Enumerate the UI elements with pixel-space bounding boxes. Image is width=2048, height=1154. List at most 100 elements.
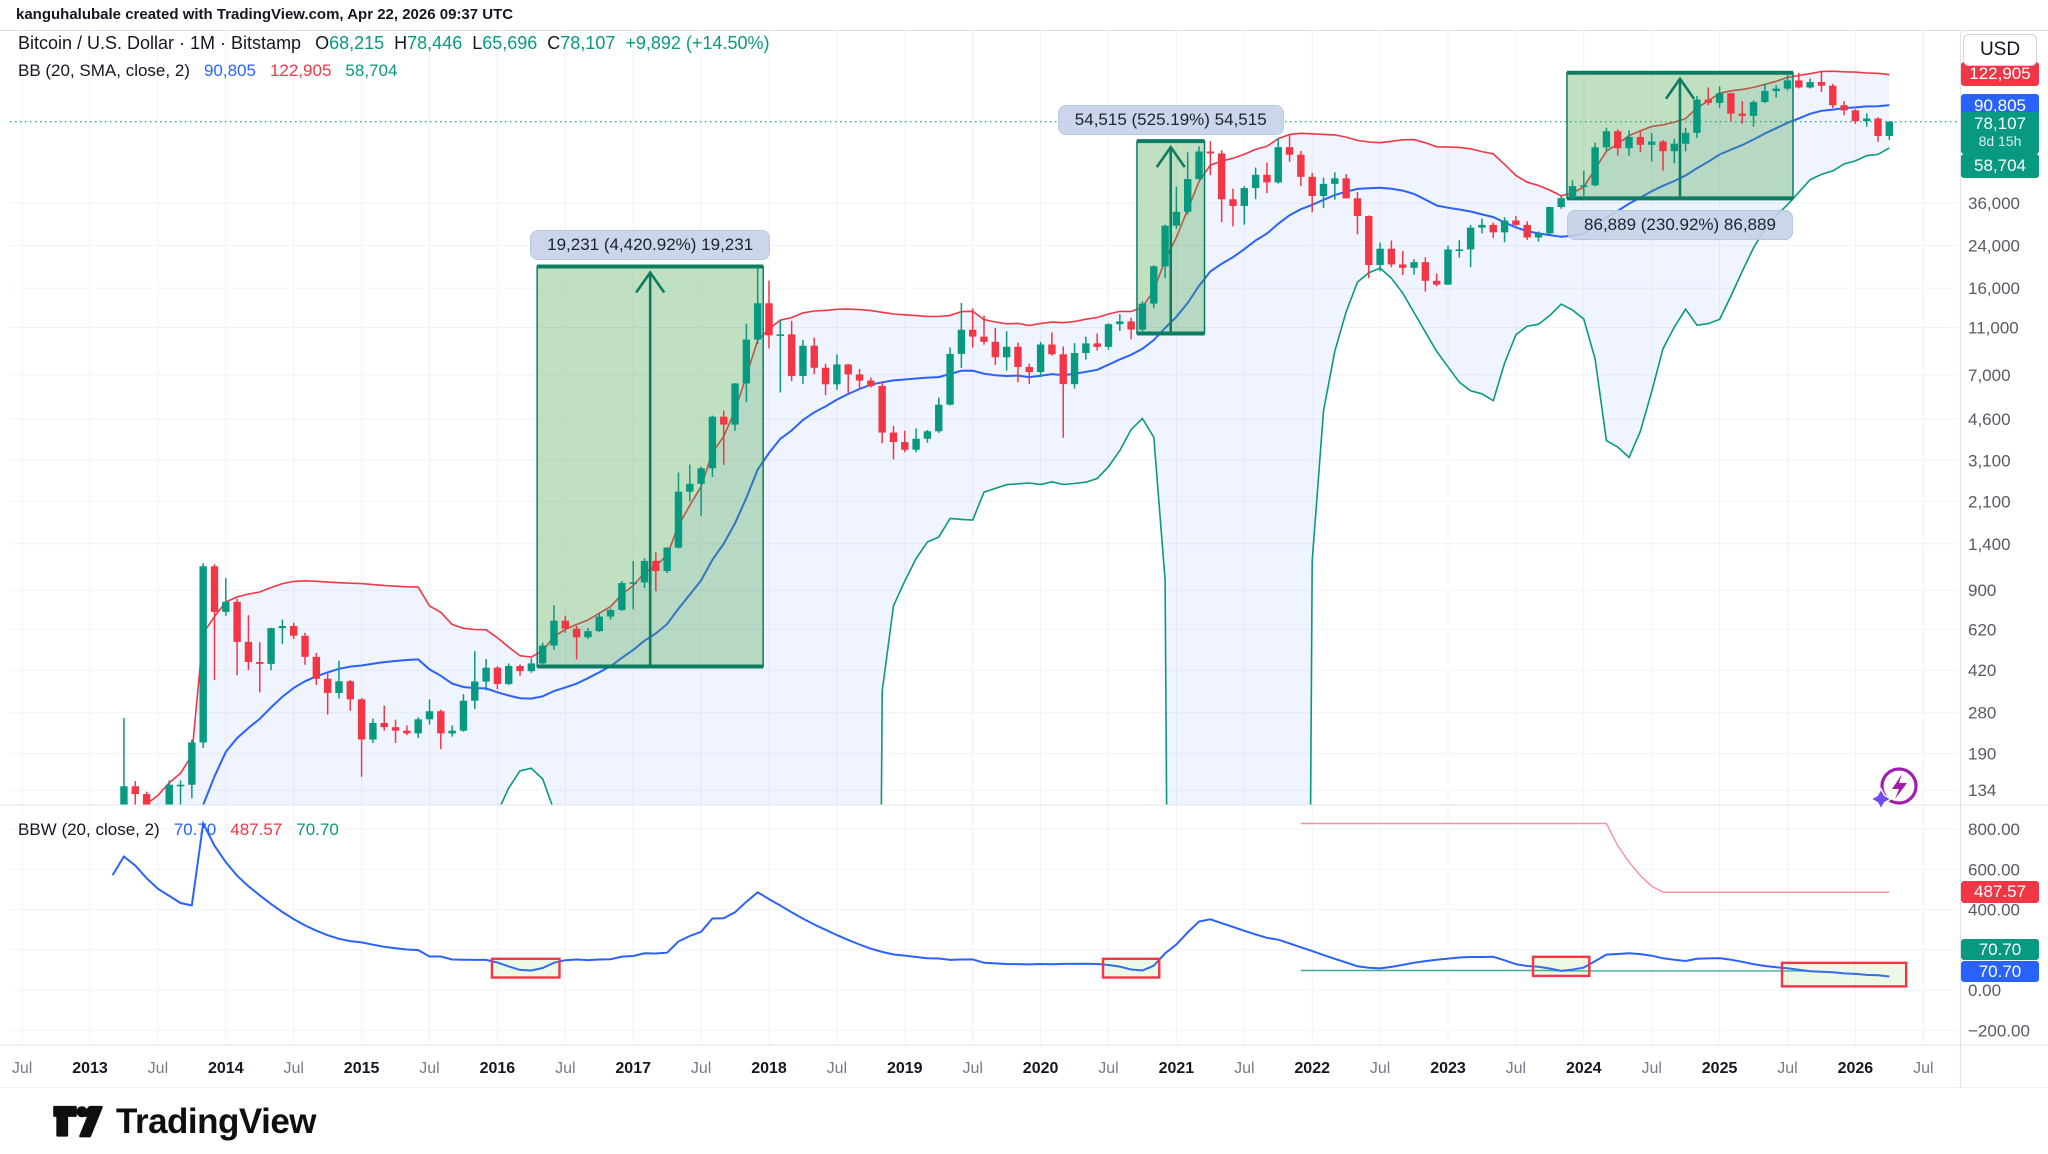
price-range-label[interactable]: 54,515 (525.19%) 54,515 (1057, 105, 1284, 136)
bbw-tick: −200.00 (1968, 1021, 2030, 1040)
grid (10, 31, 1958, 1044)
bb-legend-title[interactable]: BB (20, SMA, close, 2) (18, 61, 190, 80)
price-tick: 24,000 (1968, 237, 2020, 256)
price-scale[interactable]: USD 122,905 90,805 78,107 8d 15h 58,704 … (1961, 0, 2045, 1088)
price-range-box[interactable] (536, 264, 764, 669)
time-tick: Jul (962, 1060, 982, 1077)
price-range-box[interactable] (1136, 139, 1206, 336)
price-pane[interactable] (10, 70, 1958, 1088)
bbw-expansion-chip: 487.57 (1961, 881, 2039, 903)
price-range-box[interactable] (1566, 70, 1794, 201)
symbol-legend[interactable]: Bitcoin / U.S. Dollar · 1M · Bitstamp O6… (18, 33, 769, 54)
time-tick: 2022 (1294, 1060, 1330, 1077)
price-tick: 7,000 (1968, 366, 2011, 385)
bbw-contraction-chip: 70.70 (1961, 939, 2039, 960)
bb-lower-value: 58,704 (345, 61, 398, 80)
time-tick: Jul (419, 1060, 439, 1077)
time-tick: 2015 (344, 1060, 380, 1077)
footer: TradingView (0, 1089, 2048, 1154)
bbw-pane[interactable] (111, 820, 1908, 988)
bbw-value: 70.70 (173, 820, 217, 839)
bbw-legend-title[interactable]: BBW (20, close, 2) (18, 820, 160, 839)
open-value: O68,215 (315, 33, 385, 53)
bbw-expansion-line (1300, 822, 1890, 893)
snapshot-attribution: kanguhalubale created with TradingView.c… (16, 6, 514, 23)
bbw-contraction-line (1300, 969, 1890, 978)
bb-upper-value: 122,905 (269, 61, 332, 80)
price-tick: 1,400 (1968, 535, 2011, 554)
bb-lower-price-chip: 58,704 (1961, 154, 2039, 178)
symbol-title[interactable]: Bitcoin / U.S. Dollar · 1M · Bitstamp (18, 33, 302, 53)
time-tick: 2025 (1702, 1060, 1738, 1077)
time-tick: Jul (148, 1060, 168, 1077)
time-tick: Jul (1370, 1060, 1390, 1077)
price-tick: 11,000 (1968, 318, 2019, 337)
time-tick: 2024 (1566, 1060, 1602, 1077)
axis-labels: 36,000 24,000 16,000 11,000 7,000 4,600 3,100 2… (12, 194, 2030, 1077)
price-range-label[interactable]: 86,889 (230.92%) 86,889 (1567, 210, 1793, 241)
bbw-tick: 600.00 (1968, 860, 2020, 879)
price-tick: 190 (1968, 744, 1996, 763)
time-tick: 2014 (208, 1060, 244, 1077)
bbw-squeeze-box[interactable] (1531, 955, 1591, 978)
price-tick: 4,600 (1968, 410, 2011, 429)
time-tick: Jul (555, 1060, 575, 1077)
time-tick: 2020 (1023, 1060, 1059, 1077)
time-tick: Jul (1506, 1060, 1526, 1077)
time-tick: Jul (691, 1060, 711, 1077)
tradingview-brand[interactable]: TradingView (116, 1101, 317, 1141)
bbw-squeeze-box[interactable] (1780, 961, 1908, 988)
price-tick: 3,100 (1968, 451, 2011, 470)
time-tick: 2023 (1430, 1060, 1466, 1077)
bbw-legend[interactable]: BBW (20, close, 2) 70.70 487.57 70.70 (18, 820, 339, 840)
bbw-tick: 400.00 (1968, 901, 2020, 920)
last-price-chip: 78,107 8d 15h (1961, 112, 2039, 154)
bb-upper-price-chip: 122,905 (1961, 62, 2039, 86)
price-tick: 36,000 (1968, 194, 2020, 213)
price-tick: 620 (1968, 620, 1996, 639)
price-tick: 134 (1968, 781, 1996, 800)
time-tick: 2026 (1838, 1060, 1874, 1077)
currency-button[interactable]: USD (1963, 34, 2037, 66)
bb-band-fill (145, 71, 1890, 805)
tradingview-logo-icon[interactable] (52, 1102, 104, 1142)
time-tick: 2019 (887, 1060, 923, 1077)
bar-countdown: 8d 15h (1978, 133, 2022, 149)
time-tick: 2017 (615, 1060, 651, 1077)
time-tick: Jul (1913, 1060, 1933, 1077)
bbw-squeeze-box[interactable] (1101, 957, 1161, 979)
bbw-value-chip: 70.70 (1961, 961, 2039, 982)
time-tick: 2018 (751, 1060, 787, 1077)
bbw-squeeze-box[interactable] (490, 957, 561, 979)
high-value: H78,446 (394, 33, 463, 53)
time-tick: Jul (1098, 1060, 1118, 1077)
time-tick: Jul (1234, 1060, 1254, 1077)
bbw-line (111, 820, 1890, 978)
separators (0, 30, 2048, 1088)
bb-lower-line (500, 147, 1890, 805)
time-tick: 2016 (480, 1060, 516, 1077)
time-tick: Jul (827, 1060, 847, 1077)
bbw-contraction-value: 70.70 (296, 820, 339, 839)
time-tick: 2013 (72, 1060, 108, 1077)
price-tick: 900 (1968, 581, 1996, 600)
time-tick: Jul (12, 1060, 32, 1077)
bbw-tick: 0.00 (1968, 981, 2001, 1000)
bb-legend[interactable]: BB (20, SMA, close, 2) 90,805 122,905 58… (18, 61, 397, 81)
price-tick: 280 (1968, 704, 1996, 723)
time-tick: 2021 (1159, 1060, 1195, 1077)
chart-canvas[interactable]: 36,000 24,000 16,000 11,000 7,000 4,600 3,100 2… (0, 0, 2048, 1088)
boost-lightning-icon[interactable] (1866, 758, 1930, 822)
time-tick: Jul (1777, 1060, 1797, 1077)
price-range-label[interactable]: 19,231 (4,420.92%) 19,231 (530, 230, 771, 261)
bb-basis-value: 90,805 (203, 61, 256, 80)
time-tick: Jul (1641, 1060, 1661, 1077)
bbw-expansion-value: 487.57 (230, 820, 283, 839)
bbw-tick: 800.00 (1968, 820, 2020, 839)
time-tick: Jul (283, 1060, 303, 1077)
low-value: L65,696 (472, 33, 538, 53)
price-tick: 2,100 (1968, 492, 2011, 511)
change-value: +9,892 (+14.50%) (625, 33, 770, 53)
candles (120, 71, 1894, 805)
